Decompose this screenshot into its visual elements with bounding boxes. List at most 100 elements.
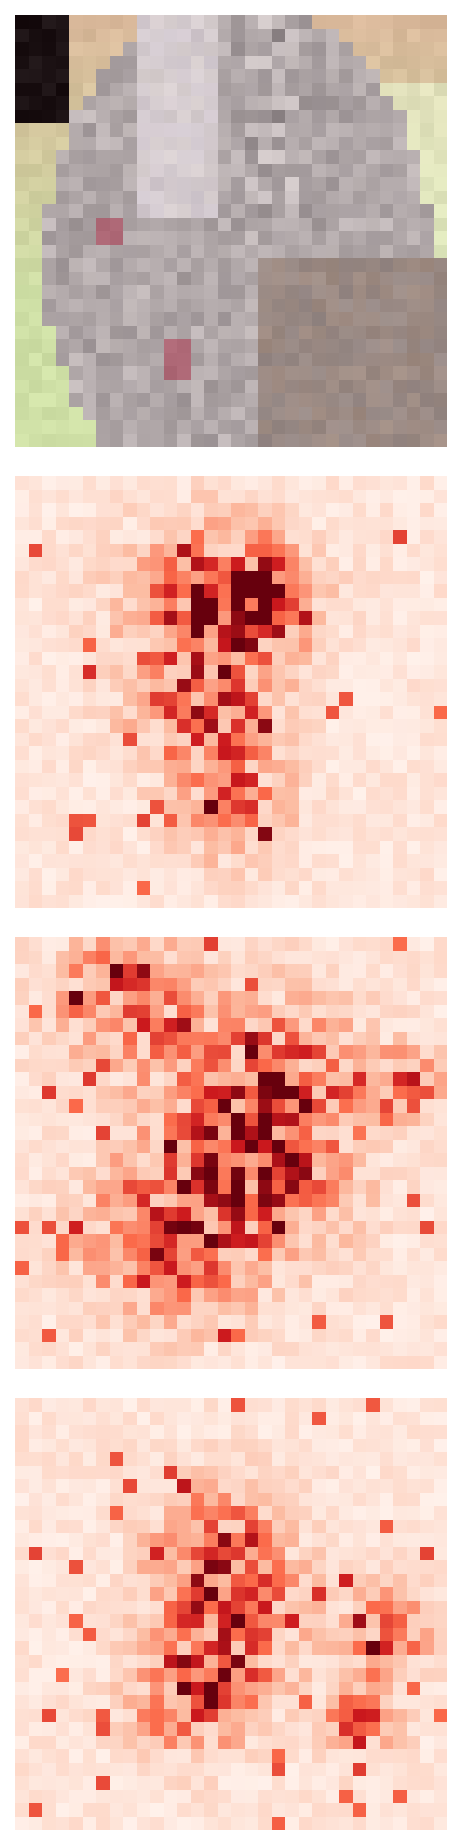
pixel-cell <box>96 82 110 96</box>
pixel-cell <box>298 1681 312 1695</box>
pixel-cell <box>15 1668 29 1682</box>
pixel-cell <box>55 1695 69 1709</box>
pixel-cell <box>150 1452 164 1466</box>
pixel-cell <box>217 28 231 42</box>
pixel-cell <box>312 1749 326 1763</box>
pixel-cell <box>244 977 258 991</box>
pixel-cell <box>204 1045 218 1059</box>
pixel-cell <box>82 557 96 571</box>
pixel-cell <box>244 1533 258 1547</box>
pixel-cell <box>217 937 231 951</box>
pixel-cell <box>123 1193 137 1207</box>
pixel-cell <box>393 1315 407 1329</box>
pixel-cell <box>123 1315 137 1329</box>
pixel-cell <box>15 881 29 895</box>
pixel-cell <box>177 678 191 692</box>
pixel-cell <box>42 258 56 272</box>
pixel-cell <box>123 1573 137 1587</box>
pixel-cell <box>366 1247 380 1261</box>
pixel-cell <box>96 1072 110 1086</box>
pixel-cell <box>406 1058 420 1072</box>
pixel-cell <box>433 204 447 218</box>
pixel-cell <box>82 109 96 123</box>
pixel-cell <box>163 1546 177 1560</box>
pixel-cell <box>69 638 83 652</box>
pixel-cell <box>352 1139 366 1153</box>
pixel-cell <box>285 800 299 814</box>
pixel-cell <box>55 1126 69 1140</box>
pixel-cell <box>150 1342 164 1356</box>
pixel-cell <box>163 1085 177 1099</box>
pixel-cell <box>123 651 137 665</box>
pixel-cell <box>123 1587 137 1601</box>
pixel-cell <box>325 1533 339 1547</box>
pixel-cell <box>55 570 69 584</box>
pixel-cell <box>136 217 150 231</box>
pixel-cell <box>325 231 339 245</box>
pixel-cell <box>42 28 56 42</box>
pixel-cell <box>42 433 56 447</box>
pixel-cell <box>406 1045 420 1059</box>
pixel-cell <box>258 42 272 56</box>
pixel-cell <box>433 1207 447 1221</box>
pixel-cell <box>258 1220 272 1234</box>
pixel-cell <box>150 1587 164 1601</box>
pixel-cell <box>271 705 285 719</box>
pixel-cell <box>136 1627 150 1641</box>
pixel-cell <box>55 1479 69 1493</box>
pixel-cell <box>28 503 42 517</box>
pixel-cell <box>231 503 245 517</box>
pixel-cell <box>406 827 420 841</box>
pixel-cell <box>312 1573 326 1587</box>
pixel-cell <box>393 244 407 258</box>
pixel-cell <box>190 1654 204 1668</box>
pixel-cell <box>271 977 285 991</box>
pixel-cell <box>298 339 312 353</box>
pixel-cell <box>271 1085 285 1099</box>
pixel-cell <box>190 366 204 380</box>
pixel-cell <box>325 109 339 123</box>
pixel-cell <box>258 136 272 150</box>
pixel-cell <box>393 977 407 991</box>
pixel-cell <box>258 1018 272 1032</box>
pixel-cell <box>244 543 258 557</box>
pixel-cell <box>42 82 56 96</box>
pixel-cell <box>406 1587 420 1601</box>
pixel-cell <box>109 937 123 951</box>
pixel-cell <box>339 339 353 353</box>
pixel-cell <box>258 1546 272 1560</box>
pixel-cell <box>204 638 218 652</box>
pixel-cell <box>82 1762 96 1776</box>
pixel-cell <box>123 1099 137 1113</box>
pixel-cell <box>285 123 299 137</box>
pixel-cell <box>339 1668 353 1682</box>
pixel-cell <box>393 503 407 517</box>
pixel-cell <box>123 516 137 530</box>
pixel-cell <box>15 991 29 1005</box>
pixel-cell <box>150 1355 164 1369</box>
pixel-cell <box>271 1803 285 1817</box>
pixel-cell <box>136 1816 150 1830</box>
pixel-cell <box>366 1438 380 1452</box>
pixel-cell <box>298 759 312 773</box>
pixel-cell <box>352 258 366 272</box>
pixel-cell <box>15 1099 29 1113</box>
pixel-cell <box>150 1045 164 1059</box>
pixel-cell <box>433 543 447 557</box>
pixel-cell <box>217 217 231 231</box>
pixel-cell <box>393 1438 407 1452</box>
pixel-cell <box>15 1465 29 1479</box>
pixel-cell <box>82 1803 96 1817</box>
pixel-cell <box>285 827 299 841</box>
pixel-cell <box>28 1668 42 1682</box>
pixel-cell <box>42 651 56 665</box>
pixel-cell <box>190 1789 204 1803</box>
pixel-cell <box>123 1045 137 1059</box>
pixel-cell <box>285 1261 299 1275</box>
pixel-cell <box>379 1058 393 1072</box>
pixel-cell <box>177 1072 191 1086</box>
pixel-cell <box>339 732 353 746</box>
pixel-cell <box>150 1004 164 1018</box>
pixel-cell <box>298 271 312 285</box>
pixel-cell <box>42 1452 56 1466</box>
